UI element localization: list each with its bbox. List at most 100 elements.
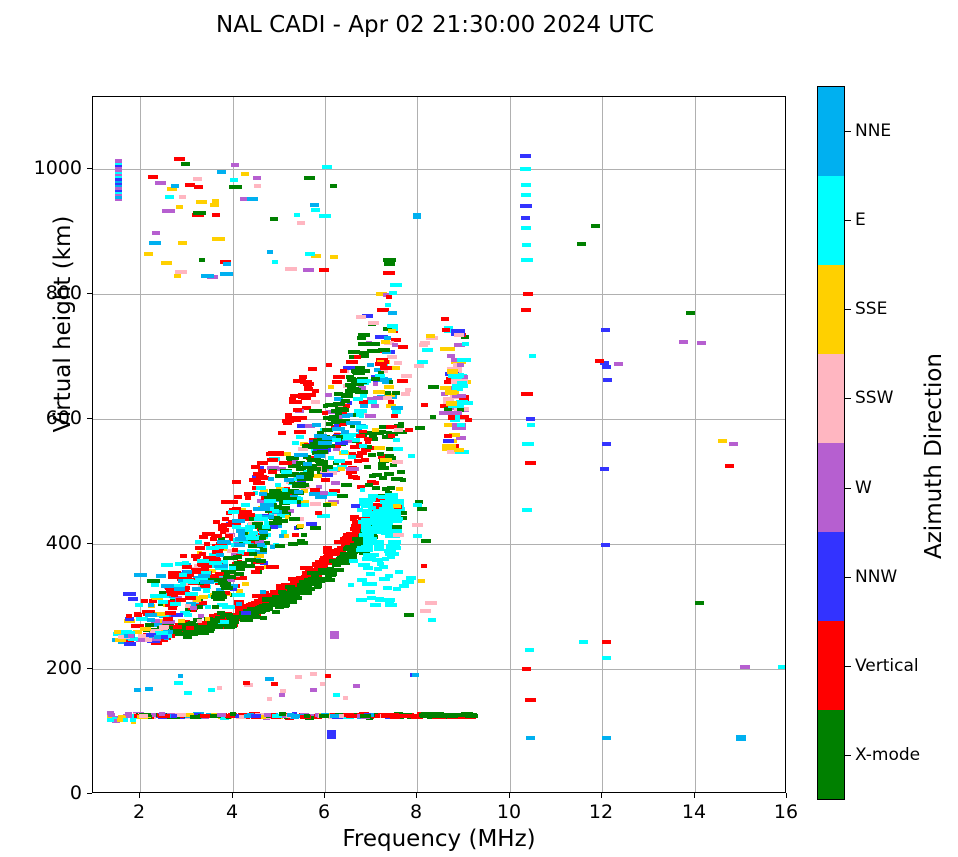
scatter-mark — [602, 655, 612, 660]
scatter-mark — [310, 488, 320, 492]
scatter-mark — [225, 534, 234, 539]
scatter-mark — [372, 396, 386, 400]
scatter-mark — [259, 503, 274, 507]
scatter-mark — [317, 559, 326, 564]
scatter-mark — [372, 525, 384, 534]
scatter-mark — [294, 674, 302, 679]
scatter-mark — [292, 483, 299, 488]
scatter-mark — [293, 417, 302, 422]
scatter-mark — [285, 496, 297, 501]
scatter-mark — [333, 375, 346, 380]
x-tick-label: 12 — [588, 801, 614, 823]
scatter-mark — [332, 461, 340, 465]
scatter-mark — [189, 606, 197, 611]
scatter-mark — [178, 241, 187, 246]
scatter-mark — [358, 333, 371, 338]
scatter-mark — [148, 175, 158, 180]
scatter-mark — [248, 531, 258, 536]
scatter-mark — [213, 556, 221, 560]
scatter-mark — [301, 533, 307, 538]
scatter-mark — [226, 619, 233, 624]
scatter-mark — [356, 335, 366, 340]
scatter-mark — [222, 604, 235, 609]
scatter-mark — [377, 466, 389, 471]
y-tick — [87, 543, 92, 544]
scatter-mark — [362, 369, 370, 374]
scatter-mark — [343, 713, 351, 718]
scatter-mark — [329, 558, 339, 563]
scatter-mark — [199, 595, 209, 600]
scatter-mark — [275, 473, 288, 478]
scatter-mark — [281, 508, 295, 513]
scatter-mark — [371, 437, 379, 442]
scatter-mark — [378, 462, 386, 467]
scatter-mark — [383, 529, 391, 534]
scatter-mark — [271, 260, 279, 265]
scatter-mark — [340, 430, 350, 435]
scatter-mark — [322, 416, 333, 421]
scatter-mark — [386, 502, 395, 507]
scatter-mark — [602, 735, 612, 740]
scatter-mark — [453, 342, 466, 347]
scatter-mark — [456, 405, 464, 413]
scatter-mark — [347, 412, 354, 417]
scatter-mark — [259, 548, 267, 553]
scatter-mark — [328, 488, 340, 493]
scatter-mark — [176, 204, 184, 209]
scatter-mark — [127, 636, 138, 641]
scatter-mark — [222, 555, 236, 560]
scatter-mark — [310, 501, 321, 506]
scatter-mark — [381, 714, 399, 718]
gridline-vertical — [695, 97, 696, 792]
scatter-mark — [345, 438, 352, 443]
scatter-mark — [780, 665, 785, 670]
scatter-mark — [320, 464, 333, 469]
scatter-mark — [169, 570, 181, 575]
scatter-mark — [233, 555, 242, 560]
scatter-mark — [358, 399, 372, 404]
scatter-mark — [355, 548, 369, 552]
scatter-mark — [348, 531, 359, 536]
y-tick-label: 200 — [45, 657, 82, 679]
scatter-mark — [114, 178, 122, 183]
scatter-mark — [216, 553, 225, 557]
scatter-mark — [332, 563, 341, 568]
scatter-mark — [240, 552, 251, 557]
scatter-mark — [107, 717, 115, 722]
scatter-mark — [135, 616, 148, 621]
scatter-mark — [191, 632, 199, 636]
scatter-mark — [354, 390, 368, 395]
scatter-mark — [257, 469, 266, 474]
scatter-mark — [391, 476, 399, 481]
scatter-mark — [356, 315, 366, 320]
scatter-mark — [284, 585, 296, 590]
scatter-mark — [182, 564, 192, 569]
scatter-mark — [521, 257, 534, 262]
scatter-mark — [183, 612, 193, 617]
scatter-mark — [233, 564, 242, 568]
scatter-mark — [367, 497, 375, 502]
scatter-mark — [228, 537, 235, 541]
scatter-mark — [260, 589, 266, 594]
scatter-mark — [276, 505, 290, 510]
scatter-mark — [342, 436, 355, 441]
scatter-mark — [443, 396, 454, 404]
scatter-mark — [272, 596, 284, 601]
scatter-mark — [299, 499, 310, 504]
scatter-mark — [369, 502, 379, 507]
scatter-mark — [261, 607, 274, 612]
scatter-mark — [190, 570, 201, 575]
scatter-mark — [327, 730, 337, 740]
scatter-mark — [525, 460, 536, 465]
scatter-mark — [396, 487, 404, 492]
scatter-mark — [230, 162, 240, 167]
scatter-mark — [526, 735, 536, 740]
scatter-mark — [371, 473, 383, 478]
colorbar-tick — [845, 398, 851, 399]
scatter-mark — [319, 682, 325, 687]
scatter-mark — [153, 622, 162, 627]
scatter-mark — [457, 423, 466, 428]
scatter-mark — [440, 403, 451, 408]
scatter-mark — [134, 602, 143, 607]
scatter-mark — [268, 470, 277, 474]
